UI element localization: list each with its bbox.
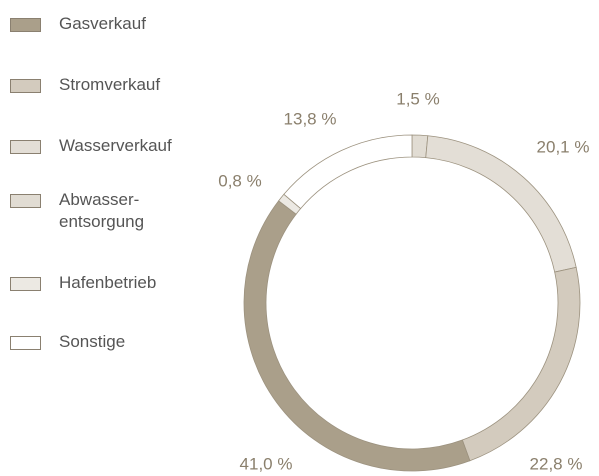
- data-label: 41,0 %: [240, 454, 293, 473]
- legend-label: Wasserverkauf: [59, 136, 172, 155]
- donut-segment: [283, 134, 413, 210]
- legend-item: Wasserverkauf: [10, 135, 172, 157]
- legend-label: Abwasser- entsorgung: [59, 190, 145, 231]
- data-label: 1,5 %: [396, 89, 439, 108]
- legend-swatch: [10, 277, 41, 291]
- data-label: 13,8 %: [284, 109, 337, 128]
- legend-swatch: [10, 18, 41, 32]
- legend-item: Sonstige: [10, 331, 125, 353]
- legend-swatch: [10, 79, 41, 93]
- legend-label: Sonstige: [59, 332, 126, 351]
- legend-item: Stromverkauf: [10, 74, 160, 96]
- legend-item: Abwasser- entsorgung: [10, 189, 144, 233]
- data-label: 20,1 %: [537, 137, 590, 156]
- donut-segment: [461, 266, 581, 462]
- legend-swatch: [10, 140, 41, 154]
- legend-swatch: [10, 336, 41, 350]
- legend-swatch: [10, 194, 41, 208]
- legend-label: Gasverkauf: [59, 14, 146, 33]
- legend-label: Hafenbetrieb: [59, 273, 157, 292]
- data-label: 0,8 %: [218, 171, 261, 190]
- legend-item: Hafenbetrieb: [10, 272, 156, 294]
- legend-label: Stromverkauf: [59, 75, 161, 94]
- donut-segment: [243, 200, 471, 472]
- donut-segment: [411, 134, 429, 159]
- legend-item: Gasverkauf: [10, 13, 146, 35]
- data-label: 22,8 %: [530, 454, 583, 473]
